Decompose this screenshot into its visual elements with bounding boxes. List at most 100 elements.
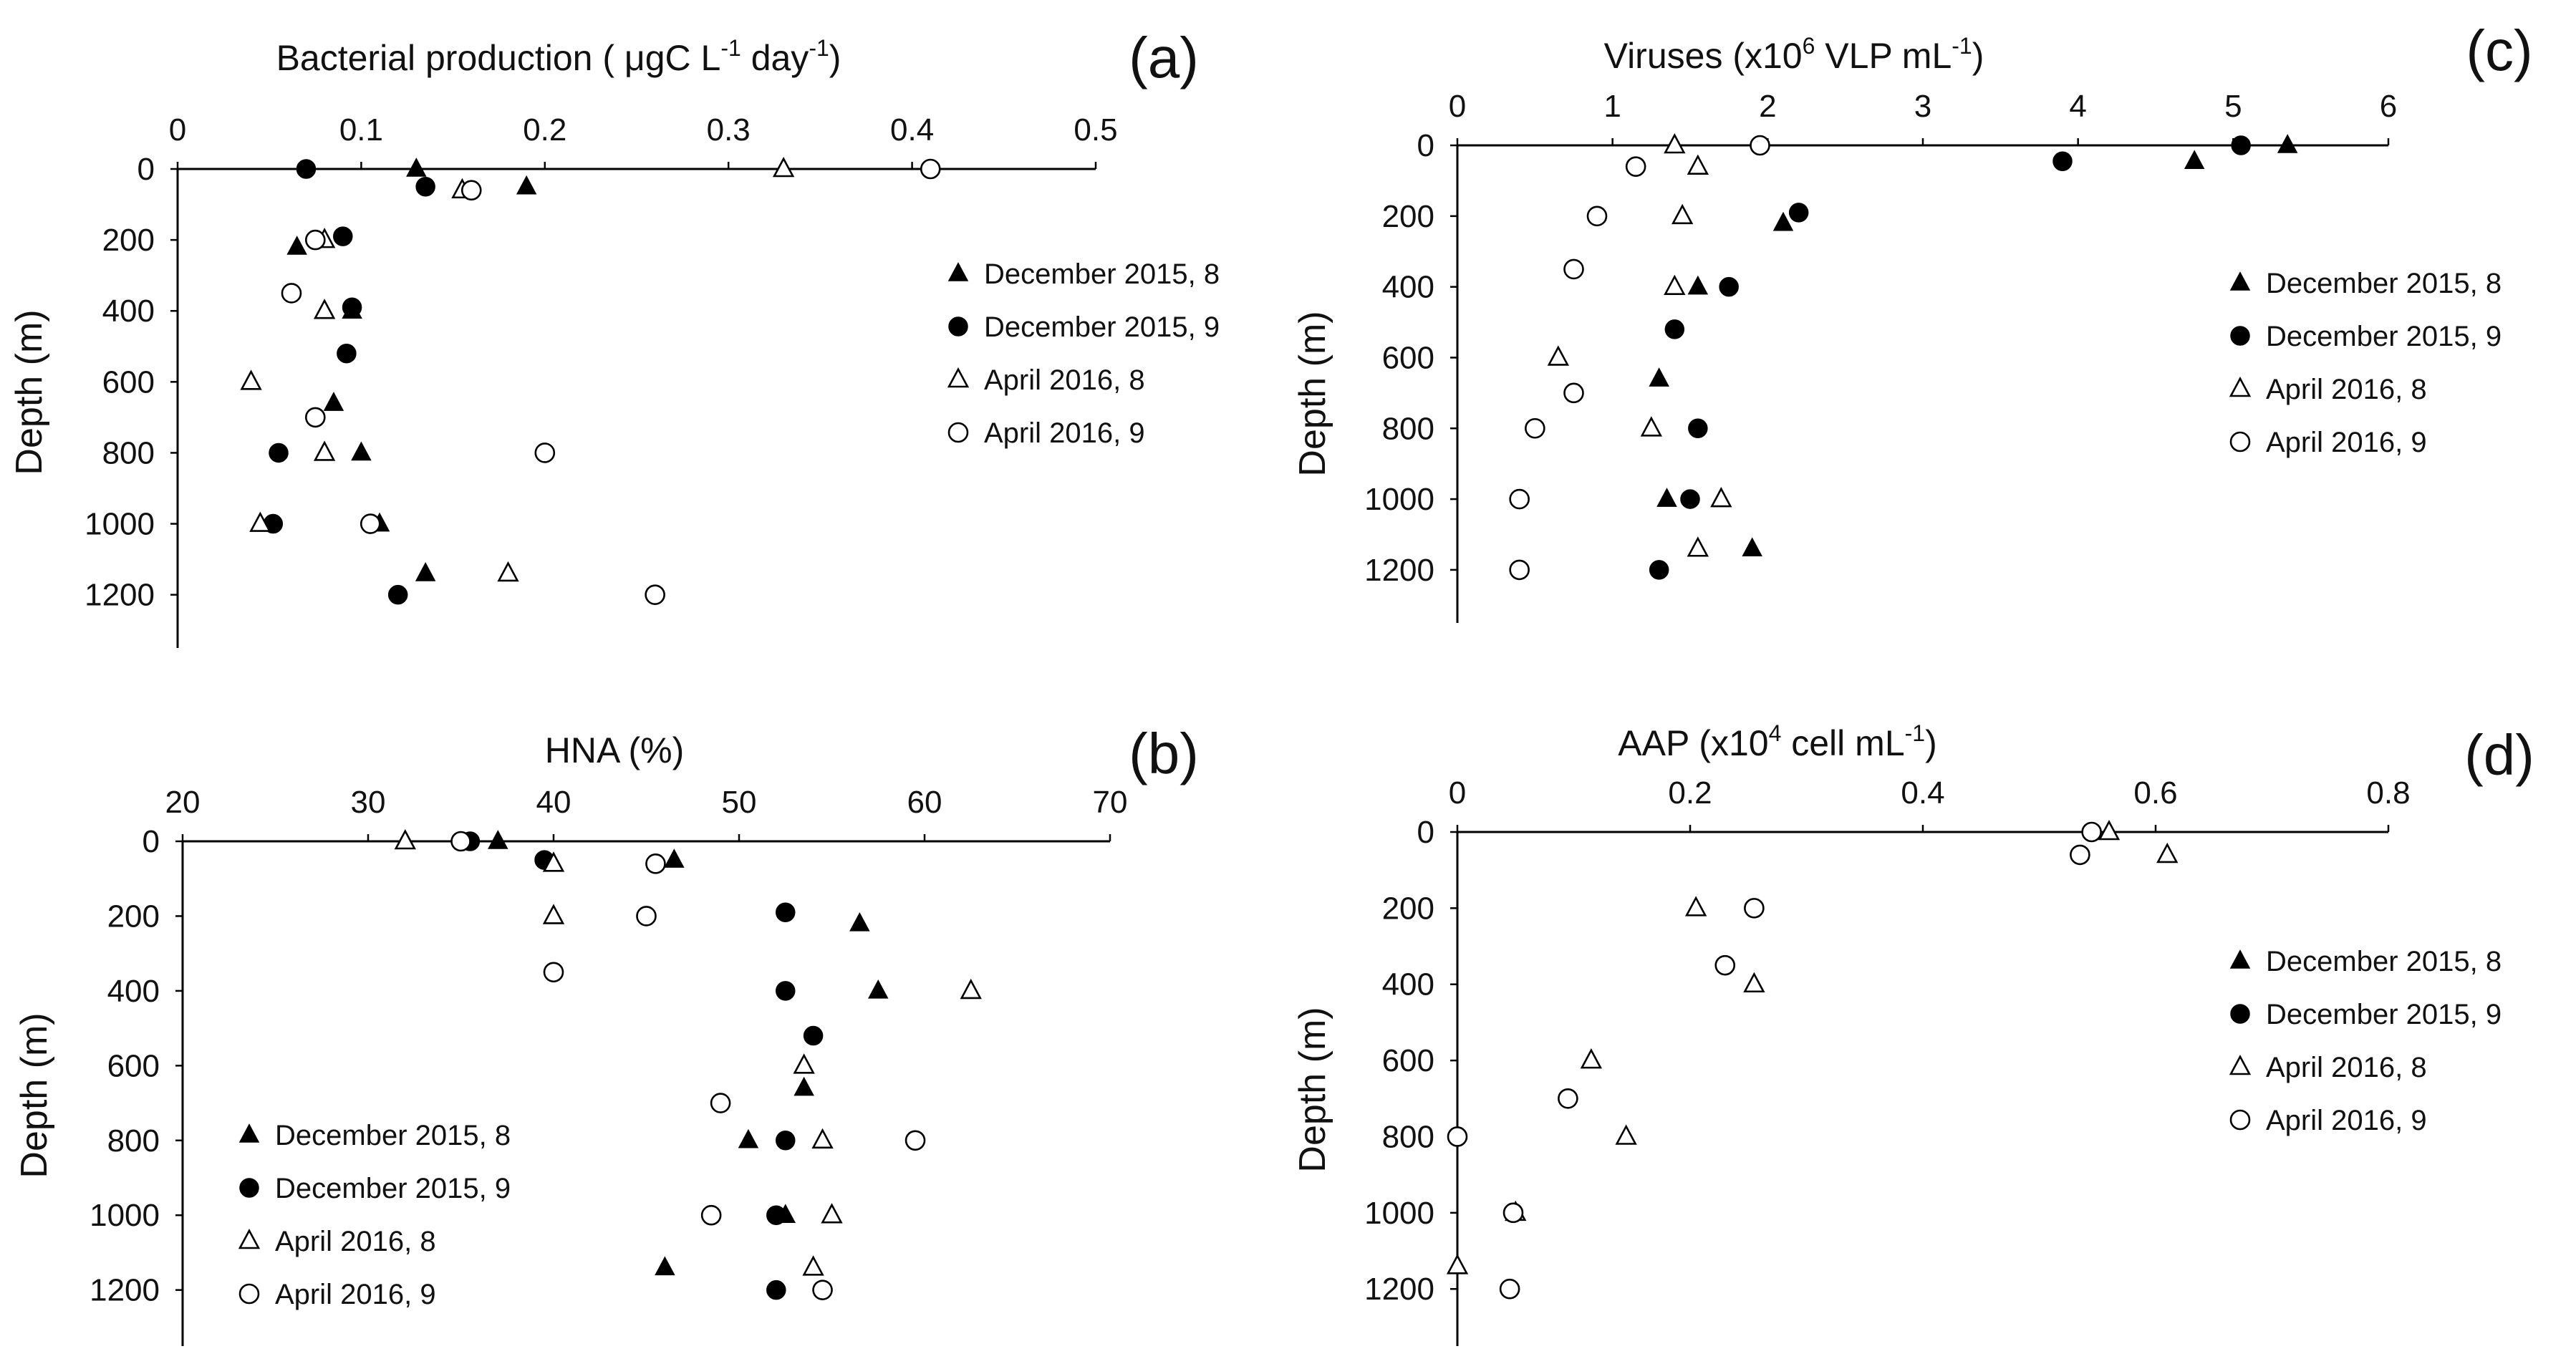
legend-entry: April 2016, 9 <box>984 417 1145 449</box>
data-point <box>1656 488 1677 507</box>
x-tick-label: 30 <box>351 785 386 820</box>
legend-marker <box>238 1123 260 1143</box>
data-point <box>793 1076 814 1096</box>
data-point <box>1687 536 1709 557</box>
legend-marker <box>238 1228 261 1249</box>
series-triangle-open <box>1446 819 2179 1274</box>
data-point <box>1446 1254 1469 1274</box>
legend-entry: April 2016, 9 <box>2266 427 2427 458</box>
data-point <box>812 1279 833 1300</box>
data-point <box>1499 1278 1520 1300</box>
y-tick-label: 600 <box>107 1048 160 1083</box>
legend: December 2015, 8 December 2015, 9 April 20… <box>238 1120 511 1310</box>
panel-d: 0 0.2 0.4 0.6 0.8 0 200 400 600 800 1000 1200 AAP (x… <box>1292 720 2534 1346</box>
x-tick-label: 3 <box>1914 89 1931 124</box>
x-tick-label: 40 <box>536 785 571 820</box>
data-point <box>488 830 508 849</box>
data-point <box>766 1279 786 1300</box>
data-point <box>2184 150 2205 169</box>
title-superscript: 4 <box>1769 720 1782 746</box>
data-point <box>811 1128 834 1149</box>
data-point <box>1684 896 1707 916</box>
series-circle-open <box>1509 135 1770 581</box>
data-point <box>2156 842 2179 864</box>
y-tick-label: 200 <box>107 899 160 934</box>
legend-marker <box>2230 326 2250 346</box>
data-point <box>776 902 796 922</box>
y-tick-label: 400 <box>107 974 160 1009</box>
panel-a: 0 0.1 0.2 0.3 0.4 0.5 0 200 400 600 800 1000 1200 Bac… <box>9 26 1220 648</box>
data-point <box>1649 367 1669 387</box>
legend-entry: December 2015, 9 <box>984 311 1220 343</box>
data-point <box>240 369 262 390</box>
x-tick-label: 0.5 <box>1074 112 1117 147</box>
legend-entry: April 2016, 8 <box>2266 374 2427 405</box>
y-tick-label: 600 <box>1382 1043 1434 1078</box>
data-point <box>543 962 564 983</box>
data-point <box>1688 418 1708 439</box>
title-superscript: -1 <box>1952 33 1972 59</box>
data-point <box>286 236 307 255</box>
data-point <box>313 299 336 319</box>
data-point <box>1625 156 1646 177</box>
data-point <box>776 1131 796 1151</box>
data-point <box>304 229 326 251</box>
series-triangle-filled <box>286 158 537 581</box>
data-point <box>772 156 795 178</box>
data-point <box>710 1093 731 1113</box>
panel-label: (c) <box>2466 19 2532 82</box>
legend-entry: December 2015, 8 <box>984 258 1220 290</box>
y-tick-label: 1000 <box>1364 482 1434 517</box>
data-point <box>1743 972 1765 993</box>
data-point <box>960 978 982 1000</box>
data-point <box>1664 319 1685 339</box>
data-point <box>2070 844 2090 866</box>
data-point <box>1580 1048 1603 1069</box>
x-tick-label: 70 <box>1093 785 1128 820</box>
legend-marker <box>2230 1004 2250 1024</box>
x-tick-label: 6 <box>2380 89 2397 124</box>
data-point <box>2277 134 2298 153</box>
legend-marker <box>947 367 970 388</box>
data-point <box>1509 559 1530 581</box>
data-point <box>304 407 326 428</box>
data-point <box>1680 489 1700 509</box>
data-point <box>415 177 435 197</box>
data-point <box>2081 821 2102 843</box>
title-text: day <box>741 38 809 78</box>
data-point <box>1710 487 1732 508</box>
data-point <box>351 441 372 461</box>
y-axis-label: Depth (m) <box>14 1012 55 1178</box>
data-point <box>655 1256 675 1276</box>
data-point <box>766 1205 786 1225</box>
legend-marker <box>947 422 969 443</box>
y-axis-label: Depth (m) <box>1292 311 1333 476</box>
data-point <box>920 158 941 180</box>
data-point <box>2098 819 2121 841</box>
data-point <box>497 561 519 582</box>
x-tick-label: 0.1 <box>339 112 383 147</box>
legend-marker <box>2229 1109 2251 1131</box>
y-axis-label: Depth (m) <box>9 309 50 475</box>
data-point <box>269 442 289 463</box>
legend-entry: December 2015, 8 <box>2266 268 2502 299</box>
data-point <box>1563 382 1584 404</box>
title-text: ) <box>829 38 841 78</box>
data-point <box>516 175 537 195</box>
data-point <box>1640 416 1663 437</box>
legend-marker <box>238 1283 260 1305</box>
series-triangle-filled <box>488 830 889 1276</box>
chart-title: AAP (x104 cell mL-1) <box>1618 720 1936 763</box>
panel-label: (b) <box>1129 722 1199 785</box>
data-point <box>1671 203 1694 225</box>
y-tick-label: 1000 <box>85 507 155 542</box>
data-point <box>1687 275 1709 295</box>
series-circle-open <box>281 158 941 605</box>
data-point <box>793 1053 815 1074</box>
data-point <box>1744 898 1765 919</box>
x-tick-label: 0.2 <box>523 112 566 147</box>
y-tick-label: 200 <box>102 223 155 258</box>
data-point <box>542 904 565 924</box>
legend-entry: April 2016, 8 <box>2266 1052 2427 1083</box>
